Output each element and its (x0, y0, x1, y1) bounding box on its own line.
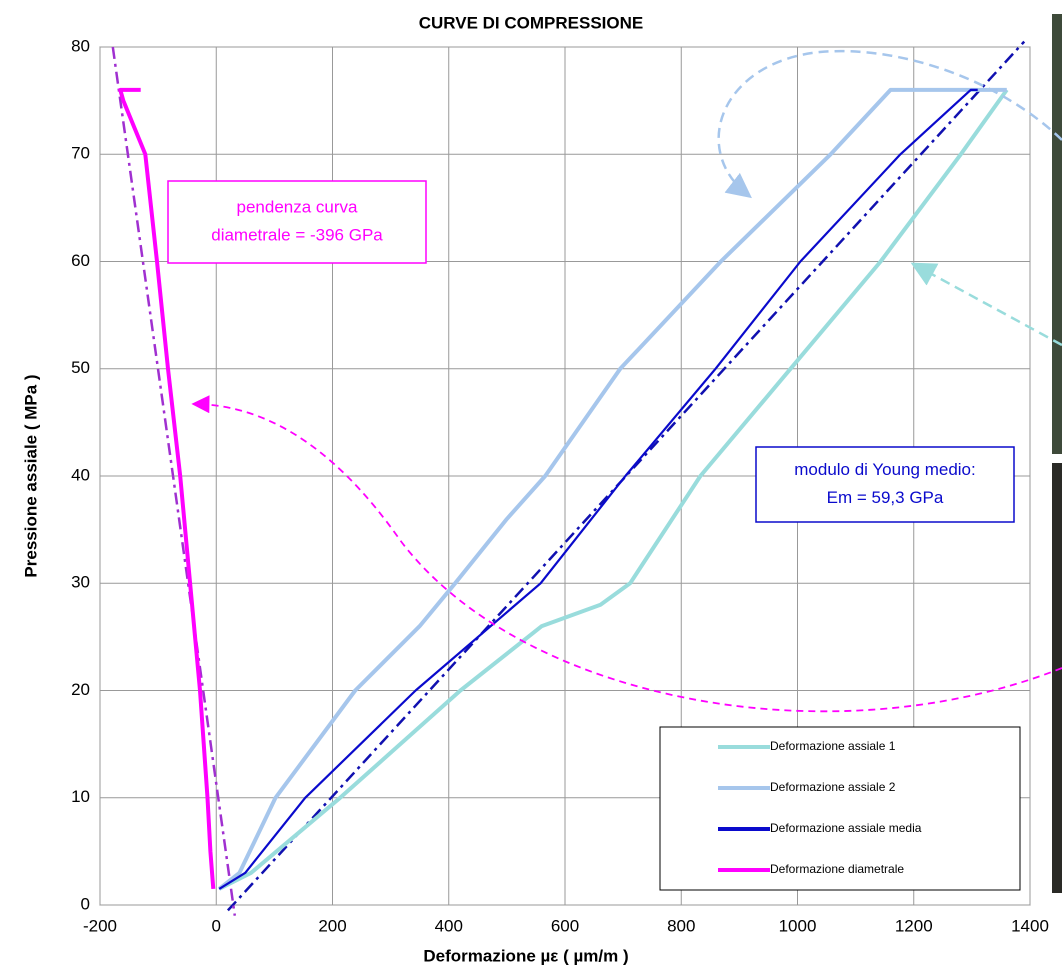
x-tick-label: -200 (83, 916, 117, 935)
annotation-box (167, 180, 427, 264)
x-tick-label: 1200 (895, 916, 933, 935)
annotation-text: diametrale = -396 GPa (211, 225, 383, 244)
arrow (191, 395, 1062, 713)
y-axis-title: Pressione assiale ( MPa ) (21, 374, 40, 577)
annotation-text: Em = 59,3 GPa (827, 488, 944, 507)
x-tick-label: 200 (318, 916, 346, 935)
fit-line (111, 46, 237, 916)
annotations: pendenza curva diametrale = -396 GPa modul… (167, 180, 1015, 523)
annotation-text: modulo di Young medio: (794, 460, 975, 479)
y-tick-label: 0 (81, 894, 90, 913)
legend-label: Deformazione assiale media (770, 821, 922, 835)
y-tick-label: 60 (71, 251, 90, 270)
x-tick-label: 400 (435, 916, 463, 935)
annotation-box (755, 446, 1015, 523)
annotation-text: pendenza curva (237, 197, 359, 216)
x-tick-label: 1000 (779, 916, 817, 935)
series-line (118, 87, 216, 890)
y-tick-label: 80 (71, 36, 90, 55)
legend-label: Deformazione assiale 2 (770, 780, 896, 794)
y-tick-label: 30 (71, 573, 90, 592)
plot-lines (111, 40, 1026, 916)
arrow (910, 262, 1062, 347)
y-tick-label: 40 (71, 465, 90, 484)
photo (1052, 463, 1062, 893)
y-tick-label: 50 (71, 358, 90, 377)
series-line (218, 88, 978, 890)
arrow (717, 49, 1062, 199)
photo (1052, 14, 1062, 454)
legend: Deformazione assiale 1 Deformazione assia… (659, 726, 1021, 891)
x-tick-label: 0 (212, 916, 221, 935)
fit-line (226, 40, 1026, 912)
legend-label: Deformazione diametrale (770, 862, 904, 876)
chart-title: CURVE DI COMPRESSIONE (419, 13, 644, 32)
y-tick-label: 20 (71, 680, 90, 699)
x-axis-title: Deformazione µε ( µm/m ) (423, 946, 628, 965)
x-tick-label: 600 (551, 916, 579, 935)
y-tick-label: 10 (71, 787, 90, 806)
legend-box (659, 726, 1021, 891)
x-tick-label: 800 (667, 916, 695, 935)
series-line (217, 87, 1007, 891)
series-line (218, 88, 1009, 891)
legend-label: Deformazione assiale 1 (770, 739, 896, 753)
y-tick-label: 70 (71, 144, 90, 163)
x-tick-label: 1400 (1011, 916, 1049, 935)
